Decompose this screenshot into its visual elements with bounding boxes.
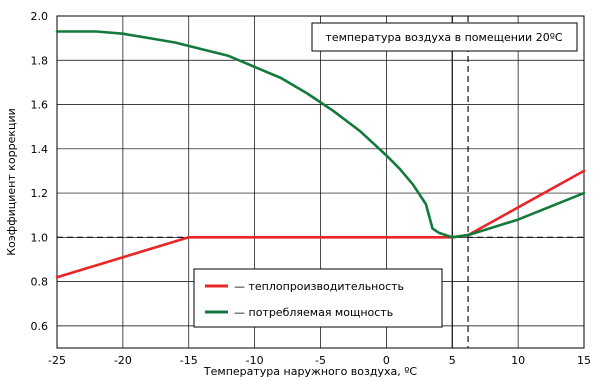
x-tick-label: 0 — [383, 354, 390, 367]
legend: — теплопроизводительность — потребляемая… — [193, 268, 443, 328]
x-tick-label: 5 — [449, 354, 456, 367]
y-tick-label: 0.8 — [31, 276, 49, 289]
x-tick-labels: -25 -20 -15 -10 -5 0 5 10 15 — [48, 354, 591, 367]
y-tick-label: 1.6 — [31, 99, 49, 112]
y-tick-label: 1.2 — [31, 187, 49, 200]
y-tick-label: 1.4 — [31, 143, 49, 156]
annotation-frame — [311, 22, 578, 52]
x-tick-label: 10 — [511, 354, 525, 367]
y-tick-label: 0.6 — [31, 320, 49, 333]
x-tick-label: 15 — [577, 354, 591, 367]
legend-frame — [193, 268, 443, 328]
plot-frame — [56, 15, 585, 349]
annotation-box: температура воздуха в помещении 20ºC — [311, 22, 578, 52]
x-axis-title: Температура наружного воздуха, ºC — [203, 365, 417, 378]
series-power-consumption — [55, 30, 586, 239]
x-tick-label: -10 — [246, 354, 264, 367]
x-tick-label: -20 — [114, 354, 132, 367]
x-tick-label: -15 — [180, 354, 198, 367]
y-tick-label: 1.8 — [31, 54, 49, 67]
y-tick-label: 2.0 — [31, 10, 49, 23]
y-axis-title: Коэффициент коррекции — [5, 108, 18, 256]
y-tick-labels: 0.6 0.8 1.0 1.2 1.4 1.6 1.8 2.0 — [31, 10, 49, 333]
series-lines — [55, 30, 586, 279]
annotation-text: температура воздуха в помещении 20ºC — [325, 31, 562, 44]
legend-label-heating-capacity: — теплопроизводительность — [234, 280, 404, 293]
x-tick-label: -5 — [315, 354, 326, 367]
x-tick-label: -25 — [48, 354, 66, 367]
y-tick-label: 1.0 — [31, 231, 49, 244]
legend-label-power-consumption: — потребляемая мощность — [234, 306, 393, 319]
